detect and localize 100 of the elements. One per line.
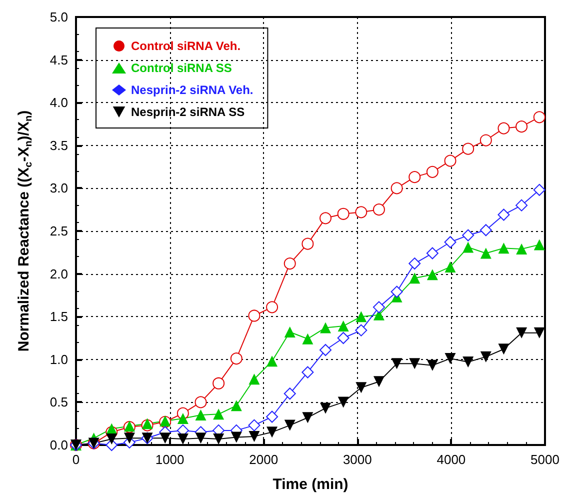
- point: [302, 238, 314, 250]
- point: [266, 410, 278, 423]
- point: [498, 242, 510, 254]
- point: [160, 432, 171, 444]
- y-tick-label: 2.0: [50, 266, 68, 282]
- point: [409, 272, 420, 284]
- point: [337, 332, 350, 344]
- point: [355, 324, 368, 336]
- point: [248, 430, 260, 442]
- point: [480, 134, 492, 146]
- y-tick-label: 3.0: [50, 180, 68, 196]
- y-tick-label: 0.0: [50, 438, 68, 452]
- point: [248, 374, 260, 385]
- point: [390, 286, 403, 298]
- point: [444, 353, 456, 364]
- point: [462, 229, 474, 242]
- point: [266, 426, 278, 438]
- point: [444, 261, 456, 272]
- point: [391, 358, 402, 370]
- point: [480, 248, 492, 259]
- y-tick-label: 1.0: [50, 352, 68, 367]
- point: [177, 412, 188, 424]
- point: [408, 171, 421, 184]
- x-tick-label: 1000: [155, 452, 184, 467]
- point: [462, 242, 474, 253]
- point: [516, 199, 528, 212]
- point: [230, 432, 242, 443]
- point: [373, 376, 384, 388]
- point: [302, 366, 314, 378]
- point: [533, 111, 546, 124]
- point: [337, 208, 350, 220]
- point: [284, 420, 296, 431]
- point: [356, 382, 367, 394]
- point: [284, 258, 296, 270]
- x-tick-label: 4000: [436, 452, 466, 467]
- point: [248, 419, 260, 432]
- point: [213, 408, 224, 420]
- x-tick-label: 0: [72, 452, 80, 467]
- point: [106, 434, 118, 445]
- point: [533, 184, 546, 196]
- point: [212, 377, 225, 390]
- point: [320, 402, 332, 414]
- x-tick-label: 5000: [530, 452, 560, 467]
- point: [320, 212, 332, 224]
- point: [408, 258, 421, 270]
- y-tick-label: 4.5: [50, 52, 68, 68]
- point: [390, 182, 403, 194]
- point: [266, 301, 278, 314]
- legend-label: Control siRNA Veh.: [131, 39, 241, 53]
- point: [534, 239, 545, 250]
- point: [194, 396, 207, 408]
- legend-label: Nesprin-2 siRNA SS: [131, 105, 245, 119]
- point: [284, 326, 296, 338]
- y-tick-label: 0.5: [50, 394, 68, 410]
- point: [498, 122, 510, 134]
- point: [302, 333, 314, 344]
- point: [516, 327, 528, 338]
- point: [462, 142, 474, 155]
- y-tick-label: 3.5: [50, 138, 68, 153]
- point: [444, 154, 456, 167]
- point: [266, 356, 278, 367]
- point: [230, 400, 242, 412]
- x-tick-label: 3000: [342, 452, 372, 467]
- x-tick-label: 2000: [249, 452, 278, 467]
- point: [498, 344, 510, 355]
- point: [355, 206, 368, 218]
- point: [480, 351, 492, 362]
- point: [426, 247, 438, 260]
- point: [338, 320, 349, 332]
- point: [444, 236, 456, 248]
- point: [480, 224, 492, 236]
- point: [534, 327, 545, 338]
- point: [426, 166, 438, 178]
- point: [320, 322, 332, 334]
- y-axis-title: Normalized Reactance ((Xc-Xn)/Xn): [16, 110, 34, 352]
- point: [230, 352, 242, 365]
- point: [462, 356, 474, 368]
- point: [516, 243, 528, 254]
- point: [320, 344, 332, 356]
- y-tick-label: 2.5: [50, 224, 68, 238]
- legend-label: Control siRNA SS: [131, 61, 232, 75]
- point: [372, 301, 385, 314]
- legend-label: Nesprin-2 siRNA Veh.: [131, 83, 254, 97]
- point: [302, 412, 314, 424]
- point: [284, 388, 296, 400]
- point: [213, 434, 224, 445]
- point: [426, 269, 438, 280]
- point: [338, 396, 349, 408]
- point: [195, 410, 206, 421]
- x-axis-title: Time (min): [272, 476, 348, 493]
- point: [195, 432, 206, 444]
- point: [372, 204, 385, 216]
- y-tick-label: 4.0: [50, 95, 68, 110]
- point: [356, 311, 367, 322]
- y-tick-label: 5.0: [50, 10, 68, 24]
- point: [124, 432, 135, 444]
- point: [426, 360, 438, 371]
- y-tick-label: 1.5: [50, 309, 68, 324]
- point: [409, 358, 420, 370]
- point: [498, 208, 510, 221]
